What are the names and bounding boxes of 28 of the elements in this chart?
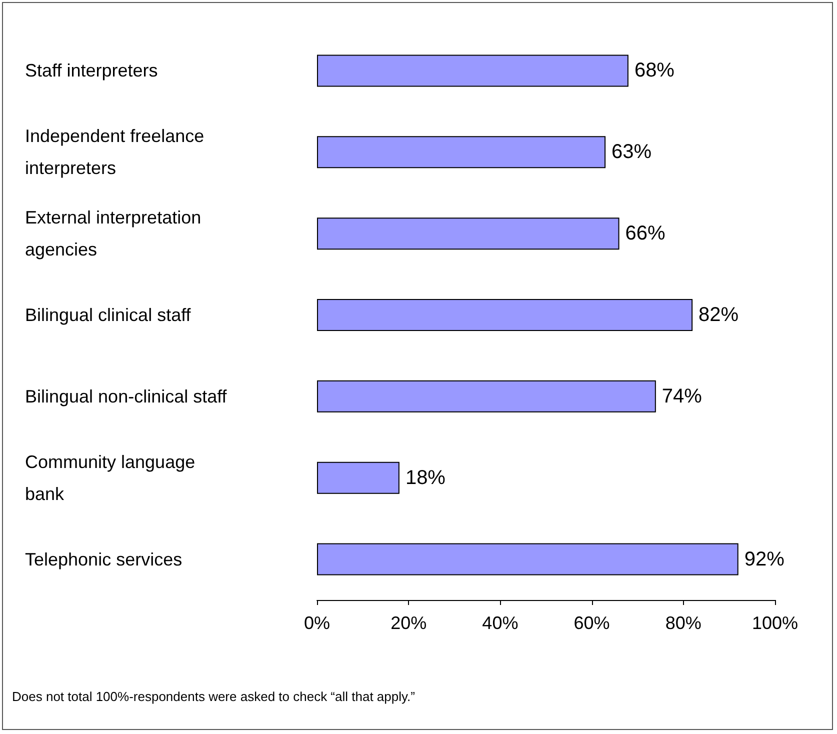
data-label: 63% (612, 141, 652, 164)
y-tick-label: Independent freelance interpreters (25, 126, 210, 178)
text: Does not total 100%-respondents were asked to check “all that apply.” (12, 689, 415, 704)
data-label: 82% (698, 304, 739, 326)
x-tick-label: 100% (752, 613, 798, 633)
bar (317, 462, 400, 494)
bar (317, 54, 628, 87)
x-tick-label: 20% (390, 613, 427, 633)
y-tick-label: Community language bank (25, 452, 200, 504)
y-tick-label: External interpretation agencies (25, 208, 206, 260)
data-label: 74% (662, 385, 702, 408)
bar (317, 299, 693, 331)
data-label: 18% (405, 466, 446, 489)
data-label: 92% (744, 548, 785, 570)
y-tick-label: Bilingual clinical staff (25, 305, 192, 325)
data-label: 66% (625, 222, 666, 245)
y-tick-label: Bilingual non-clinical staff (25, 386, 228, 406)
data-label: 68% (634, 60, 675, 82)
bar (317, 543, 738, 576)
x-tick-label: 80% (665, 613, 702, 633)
y-tick-label: Telephonic services (25, 549, 182, 570)
y-tick-label: Staff interpreters (25, 60, 158, 81)
bar (317, 136, 606, 168)
x-tick-label: 40% (482, 613, 518, 633)
bar (317, 380, 656, 412)
x-tick-label: 60% (574, 613, 610, 633)
x-tick-label: 0% (304, 613, 330, 633)
bar (317, 218, 620, 250)
